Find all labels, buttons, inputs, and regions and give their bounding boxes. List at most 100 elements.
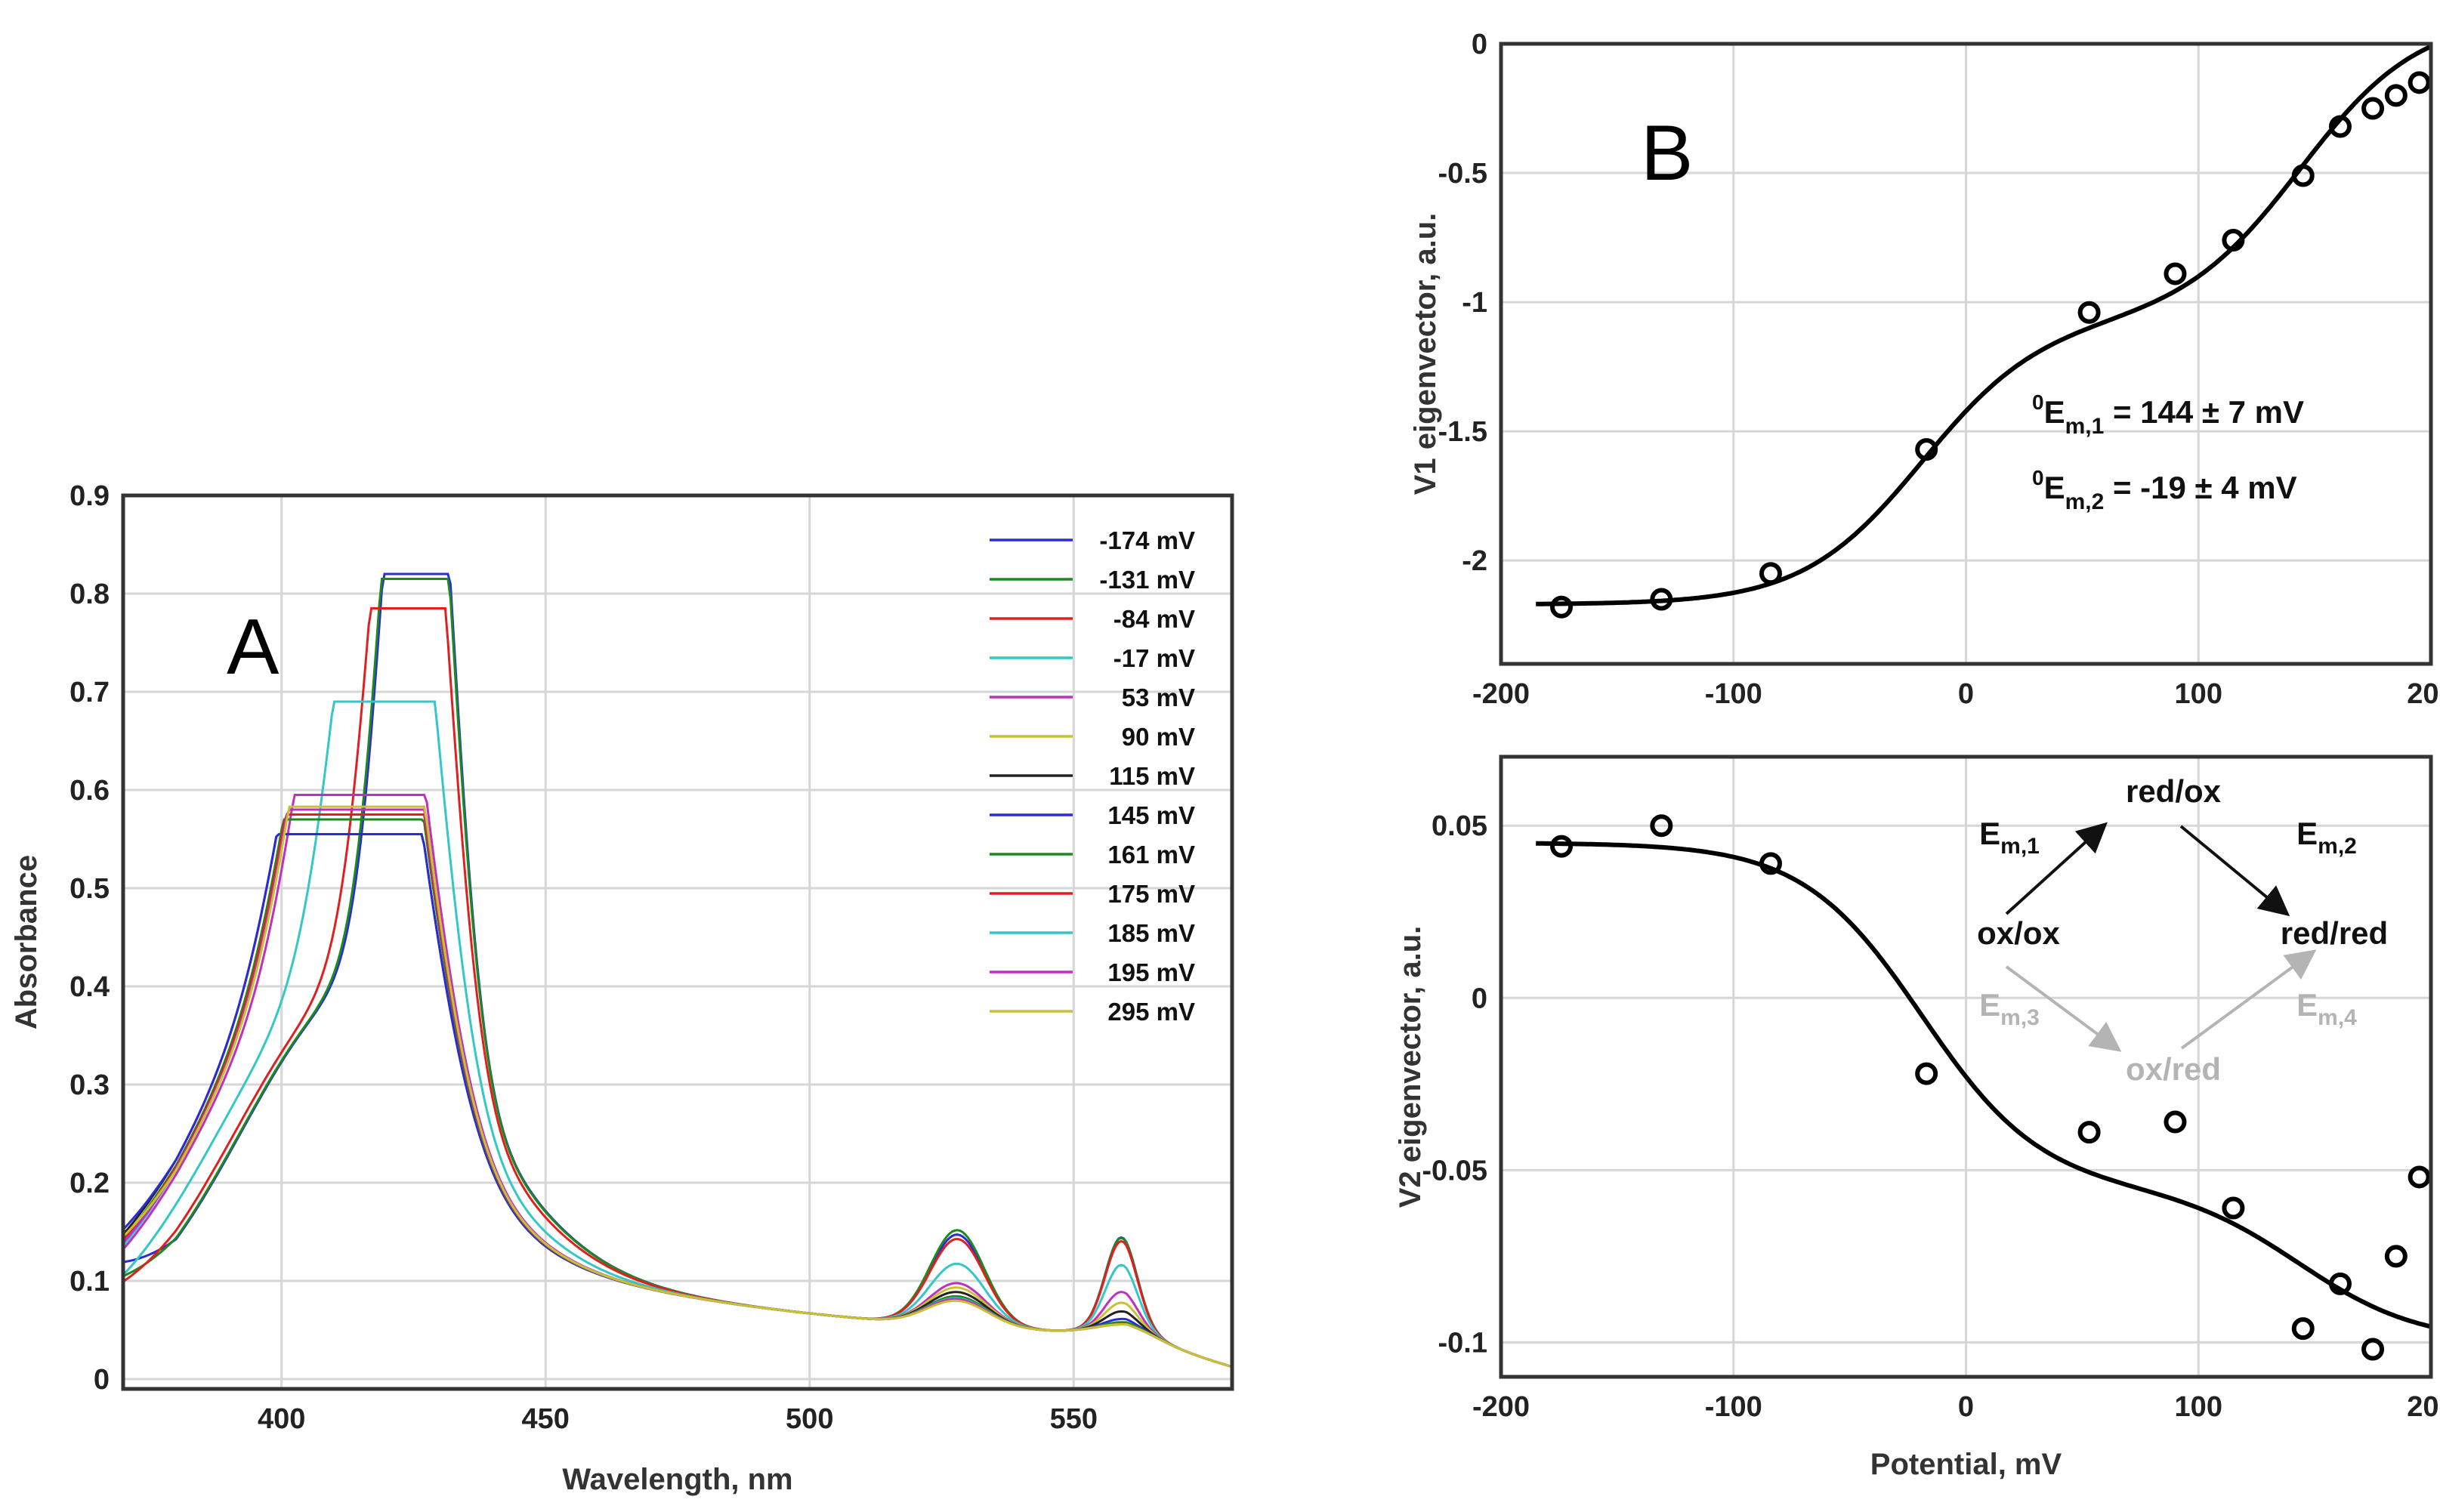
panel-a-letter: A bbox=[227, 603, 280, 691]
legend-label: 115 mV bbox=[1109, 762, 1195, 790]
panel-a-tick-labels: 400 450 500 550 0 0.1 0.2 0.3 0.4 0.5 0.6 0.7 0.8 0.9 bbox=[69, 480, 1098, 1435]
subscript: m,2 bbox=[2318, 834, 2357, 859]
panel-a-grid bbox=[123, 495, 1232, 1389]
data-point bbox=[2384, 1245, 2408, 1268]
panel-a-y-axis-label: Absorbance bbox=[10, 855, 43, 1029]
y-tick-label: 0 bbox=[1472, 29, 1487, 60]
spectrum-line bbox=[122, 818, 1233, 1369]
x-tick-label: 550 bbox=[1050, 1403, 1098, 1435]
panel-a-frame bbox=[121, 493, 1234, 1391]
y-tick-label: 0.8 bbox=[69, 579, 110, 610]
superscript: 0 bbox=[2032, 390, 2044, 414]
data-point bbox=[1650, 814, 1673, 838]
panel-b-top-y-axis-label: V1 eigenvector, a.u. bbox=[1409, 213, 1442, 495]
x-tick-label: 450 bbox=[522, 1403, 570, 1435]
arrow-em3 bbox=[2005, 965, 2122, 1052]
subscript: m,1 bbox=[2000, 834, 2040, 859]
x-tick-label: -200 bbox=[1472, 678, 1530, 710]
legend-label: 53 mV bbox=[1122, 683, 1195, 711]
symbol: E bbox=[2044, 394, 2065, 430]
x-tick-label: 400 bbox=[258, 1403, 305, 1435]
data-point bbox=[2291, 164, 2315, 187]
x-tick-label: -100 bbox=[1705, 678, 1762, 710]
x-tick-label: 200 bbox=[2407, 678, 2440, 710]
spectrum-line bbox=[122, 805, 1233, 1369]
legend-label: 175 mV bbox=[1107, 880, 1195, 908]
x-tick-label: 500 bbox=[786, 1403, 833, 1435]
scheme-em-label: Em,1 bbox=[1979, 816, 2040, 859]
panel-b-bottom-points bbox=[1550, 814, 2431, 1361]
legend-label: -174 mV bbox=[1099, 526, 1195, 554]
panel-b-bottom-frame bbox=[1499, 754, 2433, 1379]
data-point bbox=[2222, 1196, 2245, 1220]
legend-label: 161 mV bbox=[1107, 841, 1195, 869]
y-tick-label: 0.2 bbox=[69, 1168, 110, 1199]
panel-b-top-tick-labels: -200 -100 0 100 200 -2 -1.5 -1 -0.5 0 bbox=[1438, 29, 2440, 710]
scheme-label: red/ox bbox=[2126, 773, 2222, 809]
x-tick-label: 100 bbox=[2175, 678, 2222, 710]
scheme-em-label: Em,3 bbox=[1979, 987, 2040, 1030]
panel-b-bottom-fit-curve bbox=[1536, 841, 2432, 1329]
spectrum-line bbox=[122, 833, 1233, 1369]
panel-b-bottom-chart: -200 -100 0 100 200 -0.1 -0.05 0 0.05 Potential,… bbox=[1394, 754, 2440, 1481]
data-point bbox=[2408, 1165, 2431, 1189]
data-point bbox=[2077, 1121, 2101, 1144]
data-point bbox=[2328, 115, 2352, 138]
data-point bbox=[2222, 228, 2245, 251]
scheme-label: ox/ox bbox=[1977, 915, 2060, 951]
y-tick-label: -1.5 bbox=[1438, 416, 1487, 448]
data-point bbox=[2077, 301, 2101, 324]
spectrum-line bbox=[122, 818, 1233, 1369]
x-tick-label: 200 bbox=[2407, 1391, 2440, 1423]
spectrum-line bbox=[122, 607, 1233, 1369]
data-point bbox=[2408, 71, 2431, 94]
x-tick-label: 100 bbox=[2175, 1391, 2222, 1423]
legend-label: -17 mV bbox=[1113, 644, 1195, 672]
value: = 144 ± 7 mV bbox=[2104, 394, 2304, 430]
panel-b-top-frame bbox=[1499, 42, 2433, 666]
y-tick-label: -0.05 bbox=[1422, 1155, 1487, 1186]
y-tick-label: -0.5 bbox=[1438, 158, 1487, 190]
scheme-label: red/red bbox=[2281, 915, 2388, 951]
x-tick-label: -100 bbox=[1705, 1391, 1762, 1423]
legend-label: 185 mV bbox=[1107, 919, 1195, 947]
data-point bbox=[2328, 1272, 2352, 1295]
panel-b-top-points bbox=[1550, 71, 2431, 619]
symbol: E bbox=[1979, 816, 2000, 851]
y-tick-label: 0.4 bbox=[69, 971, 110, 1003]
y-tick-label: 0.1 bbox=[69, 1266, 110, 1298]
y-tick-label: 0.5 bbox=[69, 873, 110, 905]
legend-label: 295 mV bbox=[1107, 998, 1195, 1026]
scheme-em-label: Em,4 bbox=[2296, 987, 2357, 1030]
data-point bbox=[2361, 97, 2385, 120]
panel-a-chart: 400 450 500 550 0 0.1 0.2 0.3 0.4 0.5 0.6 0.7 0.8 0.9… bbox=[10, 480, 1234, 1496]
data-point bbox=[1915, 438, 1938, 461]
superscript: 0 bbox=[2032, 466, 2044, 489]
spectrum-line bbox=[122, 833, 1233, 1369]
subscript: m,4 bbox=[2318, 1005, 2357, 1030]
scheme-em-label: Em,2 bbox=[2296, 816, 2357, 859]
legend-label: -84 mV bbox=[1113, 605, 1195, 633]
spectrum-line bbox=[122, 700, 1233, 1369]
data-point bbox=[1650, 588, 1673, 611]
legend-label: -131 mV bbox=[1099, 566, 1195, 594]
data-point bbox=[1759, 852, 1782, 875]
spectrum-line bbox=[122, 813, 1233, 1369]
panel-a-spectra bbox=[122, 572, 1233, 1369]
data-point bbox=[1550, 835, 1574, 858]
panel-b-bottom-x-axis-label: Potential, mV bbox=[1870, 1448, 2062, 1481]
panel-a-legend: -174 mV -131 mV -84 mV -17 mV 53 mV 90 mV 115 … bbox=[990, 526, 1195, 1026]
panel-b-bottom-tick-labels: -200 -100 0 100 200 -0.1 -0.05 0 0.05 bbox=[1422, 810, 2440, 1423]
y-tick-label: 0.05 bbox=[1432, 810, 1487, 842]
panel-b-top-grid bbox=[1501, 44, 2431, 664]
y-tick-label: -1 bbox=[1462, 287, 1487, 319]
y-tick-label: 0.9 bbox=[69, 480, 110, 512]
panel-b-letter: B bbox=[1641, 110, 1693, 197]
subscript: m,2 bbox=[2065, 489, 2105, 514]
data-point bbox=[2361, 1338, 2385, 1361]
x-tick-label: 0 bbox=[1958, 1391, 1974, 1423]
x-tick-label: -200 bbox=[1472, 1391, 1530, 1423]
y-tick-label: -2 bbox=[1462, 545, 1487, 577]
